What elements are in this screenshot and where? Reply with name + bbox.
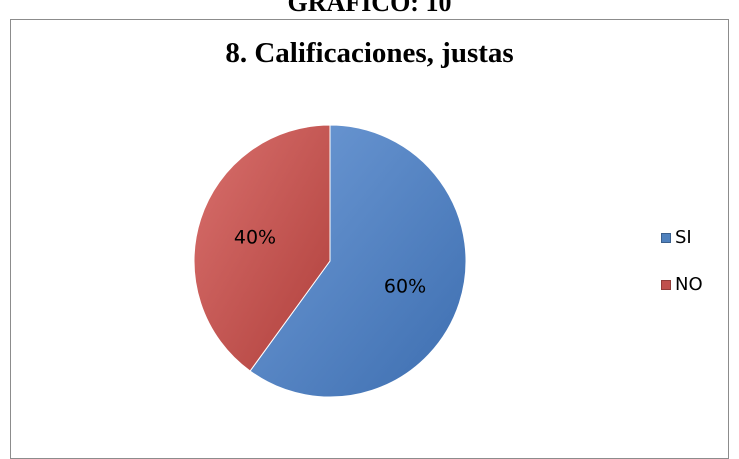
legend-item-no: NO bbox=[661, 272, 703, 297]
legend-swatch-no bbox=[661, 279, 671, 290]
legend: SI NO bbox=[661, 225, 703, 319]
pie-slice-no bbox=[193, 124, 331, 372]
legend-label-si: SI bbox=[675, 227, 692, 248]
legend-swatch-si bbox=[661, 232, 671, 243]
data-label-no: 40% bbox=[234, 227, 276, 249]
page-heading: GRÁFICO: 10 bbox=[287, 0, 452, 17]
pie-slice-si bbox=[249, 124, 467, 398]
legend-label-no: NO bbox=[675, 274, 703, 295]
data-label-si: 60% bbox=[384, 275, 426, 297]
pie-chart: 60% 40% bbox=[193, 124, 467, 398]
chart-title: 8. Calificaciones, justas bbox=[225, 37, 514, 69]
legend-item-si: SI bbox=[661, 225, 703, 250]
